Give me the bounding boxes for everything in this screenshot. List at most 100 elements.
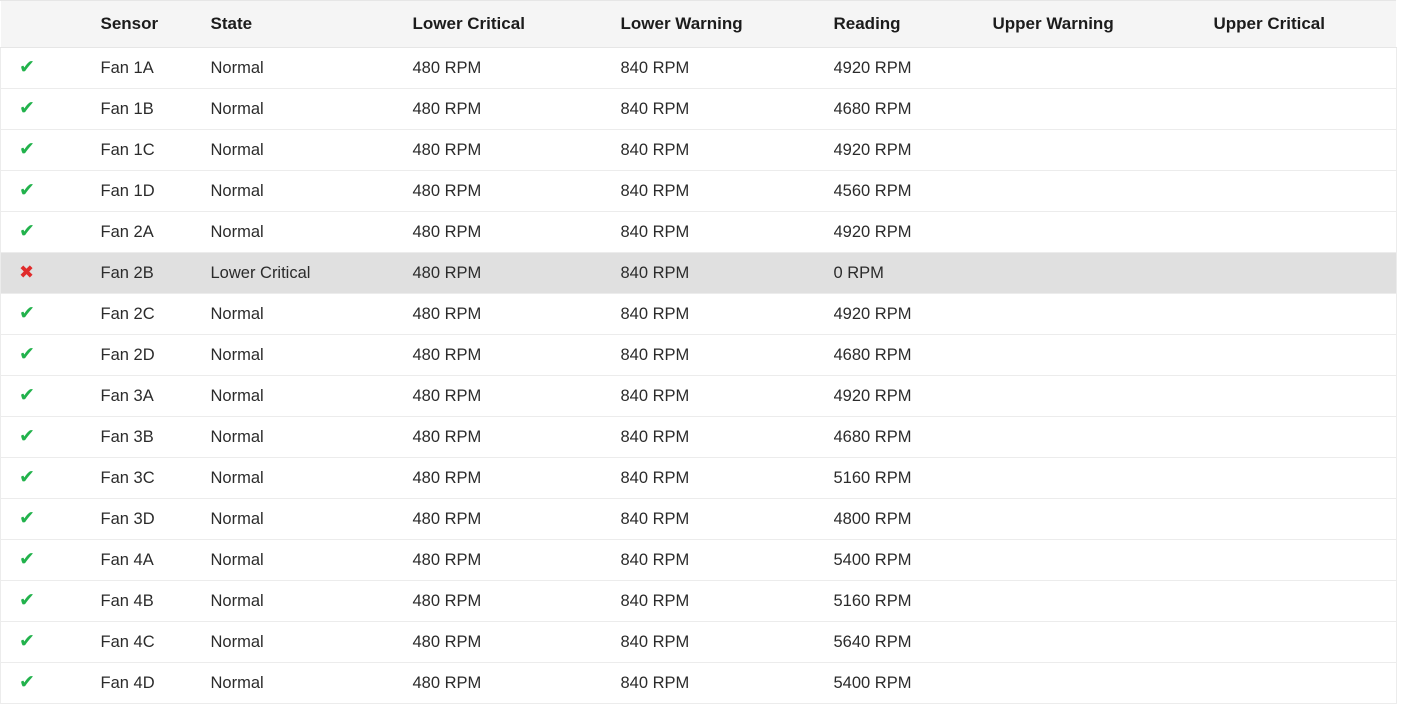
- table-row[interactable]: ✔ Fan 4D Normal 480 RPM 840 RPM 5400 RPM: [0, 662, 1397, 704]
- cell-reading-text: 4920 RPM: [833, 58, 912, 77]
- column-header-lower-warning[interactable]: Lower Warning: [613, 0, 834, 48]
- cell-upper-warning: [992, 621, 1214, 663]
- cell-sensor-text: Fan 2D: [100, 345, 155, 364]
- table-row[interactable]: ✔ Fan 3D Normal 480 RPM 840 RPM 4800 RPM: [0, 498, 1397, 540]
- cell-state: Normal: [205, 47, 407, 89]
- cell-sensor: Fan 4B: [85, 580, 206, 622]
- cell-state-text: Normal: [210, 386, 264, 405]
- table-row[interactable]: ✔ Fan 1B Normal 480 RPM 840 RPM 4680 RPM: [0, 88, 1397, 130]
- cell-upper-warning: [992, 293, 1214, 335]
- cell-lower-critical-text: 480 RPM: [412, 345, 482, 364]
- cell-status: ✔: [0, 539, 86, 581]
- cell-upper-critical: [1213, 170, 1397, 212]
- cell-status: ✔: [0, 170, 86, 212]
- cell-reading-text: 0 RPM: [833, 263, 884, 282]
- cell-state: Normal: [205, 375, 407, 417]
- cell-status: ✖: [0, 252, 86, 294]
- cell-status: ✔: [0, 662, 86, 704]
- cell-upper-critical: [1213, 129, 1397, 171]
- cell-lower-warning-text: 840 RPM: [620, 140, 690, 159]
- column-header-reading[interactable]: Reading: [833, 0, 993, 48]
- table-row[interactable]: ✔ Fan 1D Normal 480 RPM 840 RPM 4560 RPM: [0, 170, 1397, 212]
- cell-sensor: Fan 1C: [85, 129, 206, 171]
- column-header-lower-critical[interactable]: Lower Critical: [406, 0, 614, 48]
- table-row[interactable]: ✔ Fan 1C Normal 480 RPM 840 RPM 4920 RPM: [0, 129, 1397, 171]
- cell-sensor: Fan 4A: [85, 539, 206, 581]
- cell-state-text: Normal: [210, 99, 264, 118]
- table-row[interactable]: ✔ Fan 2D Normal 480 RPM 840 RPM 4680 RPM: [0, 334, 1397, 376]
- cell-lower-warning: 840 RPM: [613, 375, 834, 417]
- cell-reading-text: 5400 RPM: [833, 673, 912, 692]
- cell-lower-critical-text: 480 RPM: [412, 386, 482, 405]
- cell-lower-critical-text: 480 RPM: [412, 99, 482, 118]
- cell-status: ✔: [0, 129, 86, 171]
- cell-sensor: Fan 4C: [85, 621, 206, 663]
- cell-lower-warning: 840 RPM: [613, 334, 834, 376]
- table-row[interactable]: ✔ Fan 2C Normal 480 RPM 840 RPM 4920 RPM: [0, 293, 1397, 335]
- cell-lower-warning-text: 840 RPM: [620, 345, 690, 364]
- cell-lower-warning-text: 840 RPM: [620, 263, 690, 282]
- cell-sensor: Fan 3A: [85, 375, 206, 417]
- cell-reading: 5400 RPM: [833, 539, 993, 581]
- table-row[interactable]: ✔ Fan 3A Normal 480 RPM 840 RPM 4920 RPM: [0, 375, 1397, 417]
- table-row[interactable]: ✔ Fan 4C Normal 480 RPM 840 RPM 5640 RPM: [0, 621, 1397, 663]
- cell-lower-warning: 840 RPM: [613, 457, 834, 499]
- cell-lower-critical: 480 RPM: [406, 252, 614, 294]
- cell-status: ✔: [0, 580, 86, 622]
- cell-lower-critical-text: 480 RPM: [412, 58, 482, 77]
- cell-lower-critical: 480 RPM: [406, 334, 614, 376]
- cell-sensor-text: Fan 4D: [100, 673, 155, 692]
- cell-state-text: Lower Critical: [210, 263, 311, 282]
- cell-upper-warning: [992, 170, 1214, 212]
- cell-sensor-text: Fan 3D: [100, 509, 155, 528]
- table-row[interactable]: ✔ Fan 1A Normal 480 RPM 840 RPM 4920 RPM: [0, 47, 1397, 89]
- table-row[interactable]: ✔ Fan 3B Normal 480 RPM 840 RPM 4680 RPM: [0, 416, 1397, 458]
- cell-state-text: Normal: [210, 222, 264, 241]
- cell-lower-warning: 840 RPM: [613, 129, 834, 171]
- column-header-upper-critical[interactable]: Upper Critical: [1213, 0, 1397, 48]
- cell-upper-warning: [992, 580, 1214, 622]
- table-row[interactable]: ✔ Fan 3C Normal 480 RPM 840 RPM 5160 RPM: [0, 457, 1397, 499]
- column-header-sensor[interactable]: Sensor: [85, 0, 206, 48]
- cell-upper-critical: [1213, 457, 1397, 499]
- column-header-reading-label: Reading: [833, 14, 901, 33]
- cell-lower-critical: 480 RPM: [406, 580, 614, 622]
- cell-lower-critical-text: 480 RPM: [412, 591, 482, 610]
- cell-sensor-text: Fan 1B: [100, 99, 154, 118]
- cell-lower-warning-text: 840 RPM: [620, 591, 690, 610]
- column-header-upper-warning[interactable]: Upper Warning: [992, 0, 1214, 48]
- column-header-lower-critical-label: Lower Critical: [412, 14, 525, 33]
- cell-lower-warning: 840 RPM: [613, 662, 834, 704]
- cell-lower-critical: 480 RPM: [406, 539, 614, 581]
- cell-lower-critical-text: 480 RPM: [412, 550, 482, 569]
- cell-lower-critical: 480 RPM: [406, 498, 614, 540]
- status-ok-icon: ✔: [19, 220, 35, 242]
- cell-lower-warning: 840 RPM: [613, 416, 834, 458]
- table-row[interactable]: ✔ Fan 2A Normal 480 RPM 840 RPM 4920 RPM: [0, 211, 1397, 253]
- cell-sensor-text: Fan 4C: [100, 632, 155, 651]
- cell-lower-critical: 480 RPM: [406, 621, 614, 663]
- table-row[interactable]: ✔ Fan 4B Normal 480 RPM 840 RPM 5160 RPM: [0, 580, 1397, 622]
- cell-state-text: Normal: [210, 345, 264, 364]
- cell-sensor: Fan 1D: [85, 170, 206, 212]
- column-header-state[interactable]: State: [205, 0, 407, 48]
- table-row[interactable]: ✖ Fan 2B Lower Critical 480 RPM 840 RPM 0 RPM: [0, 252, 1397, 294]
- cell-lower-critical: 480 RPM: [406, 211, 614, 253]
- status-alert-icon: ✖: [19, 261, 35, 283]
- cell-state: Normal: [205, 88, 407, 130]
- cell-lower-critical-text: 480 RPM: [412, 632, 482, 651]
- column-header-status[interactable]: [0, 0, 86, 48]
- cell-lower-warning: 840 RPM: [613, 170, 834, 212]
- status-ok-icon: ✔: [19, 630, 35, 652]
- cell-upper-critical: [1213, 375, 1397, 417]
- cell-lower-warning: 840 RPM: [613, 252, 834, 294]
- cell-sensor: Fan 2B: [85, 252, 206, 294]
- cell-reading-text: 4800 RPM: [833, 509, 912, 528]
- cell-upper-critical: [1213, 580, 1397, 622]
- cell-upper-critical: [1213, 293, 1397, 335]
- cell-upper-critical: [1213, 621, 1397, 663]
- cell-state: Normal: [205, 129, 407, 171]
- table-row[interactable]: ✔ Fan 4A Normal 480 RPM 840 RPM 5400 RPM: [0, 539, 1397, 581]
- cell-lower-critical: 480 RPM: [406, 293, 614, 335]
- cell-lower-warning: 840 RPM: [613, 47, 834, 89]
